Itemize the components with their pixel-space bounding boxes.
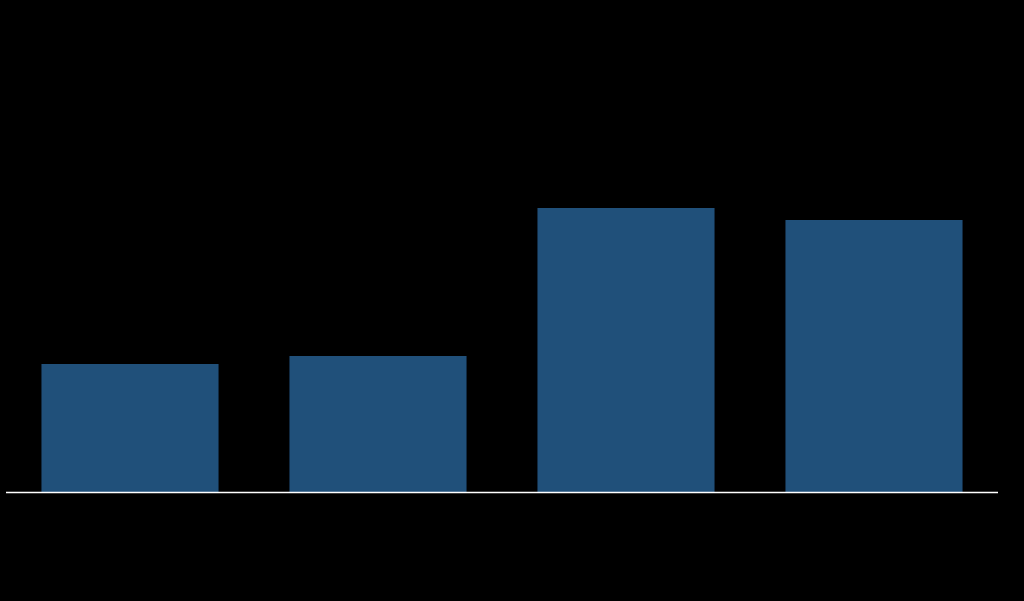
bar bbox=[785, 220, 963, 492]
bar bbox=[289, 356, 467, 492]
bar bbox=[41, 364, 219, 492]
bar bbox=[537, 208, 715, 492]
